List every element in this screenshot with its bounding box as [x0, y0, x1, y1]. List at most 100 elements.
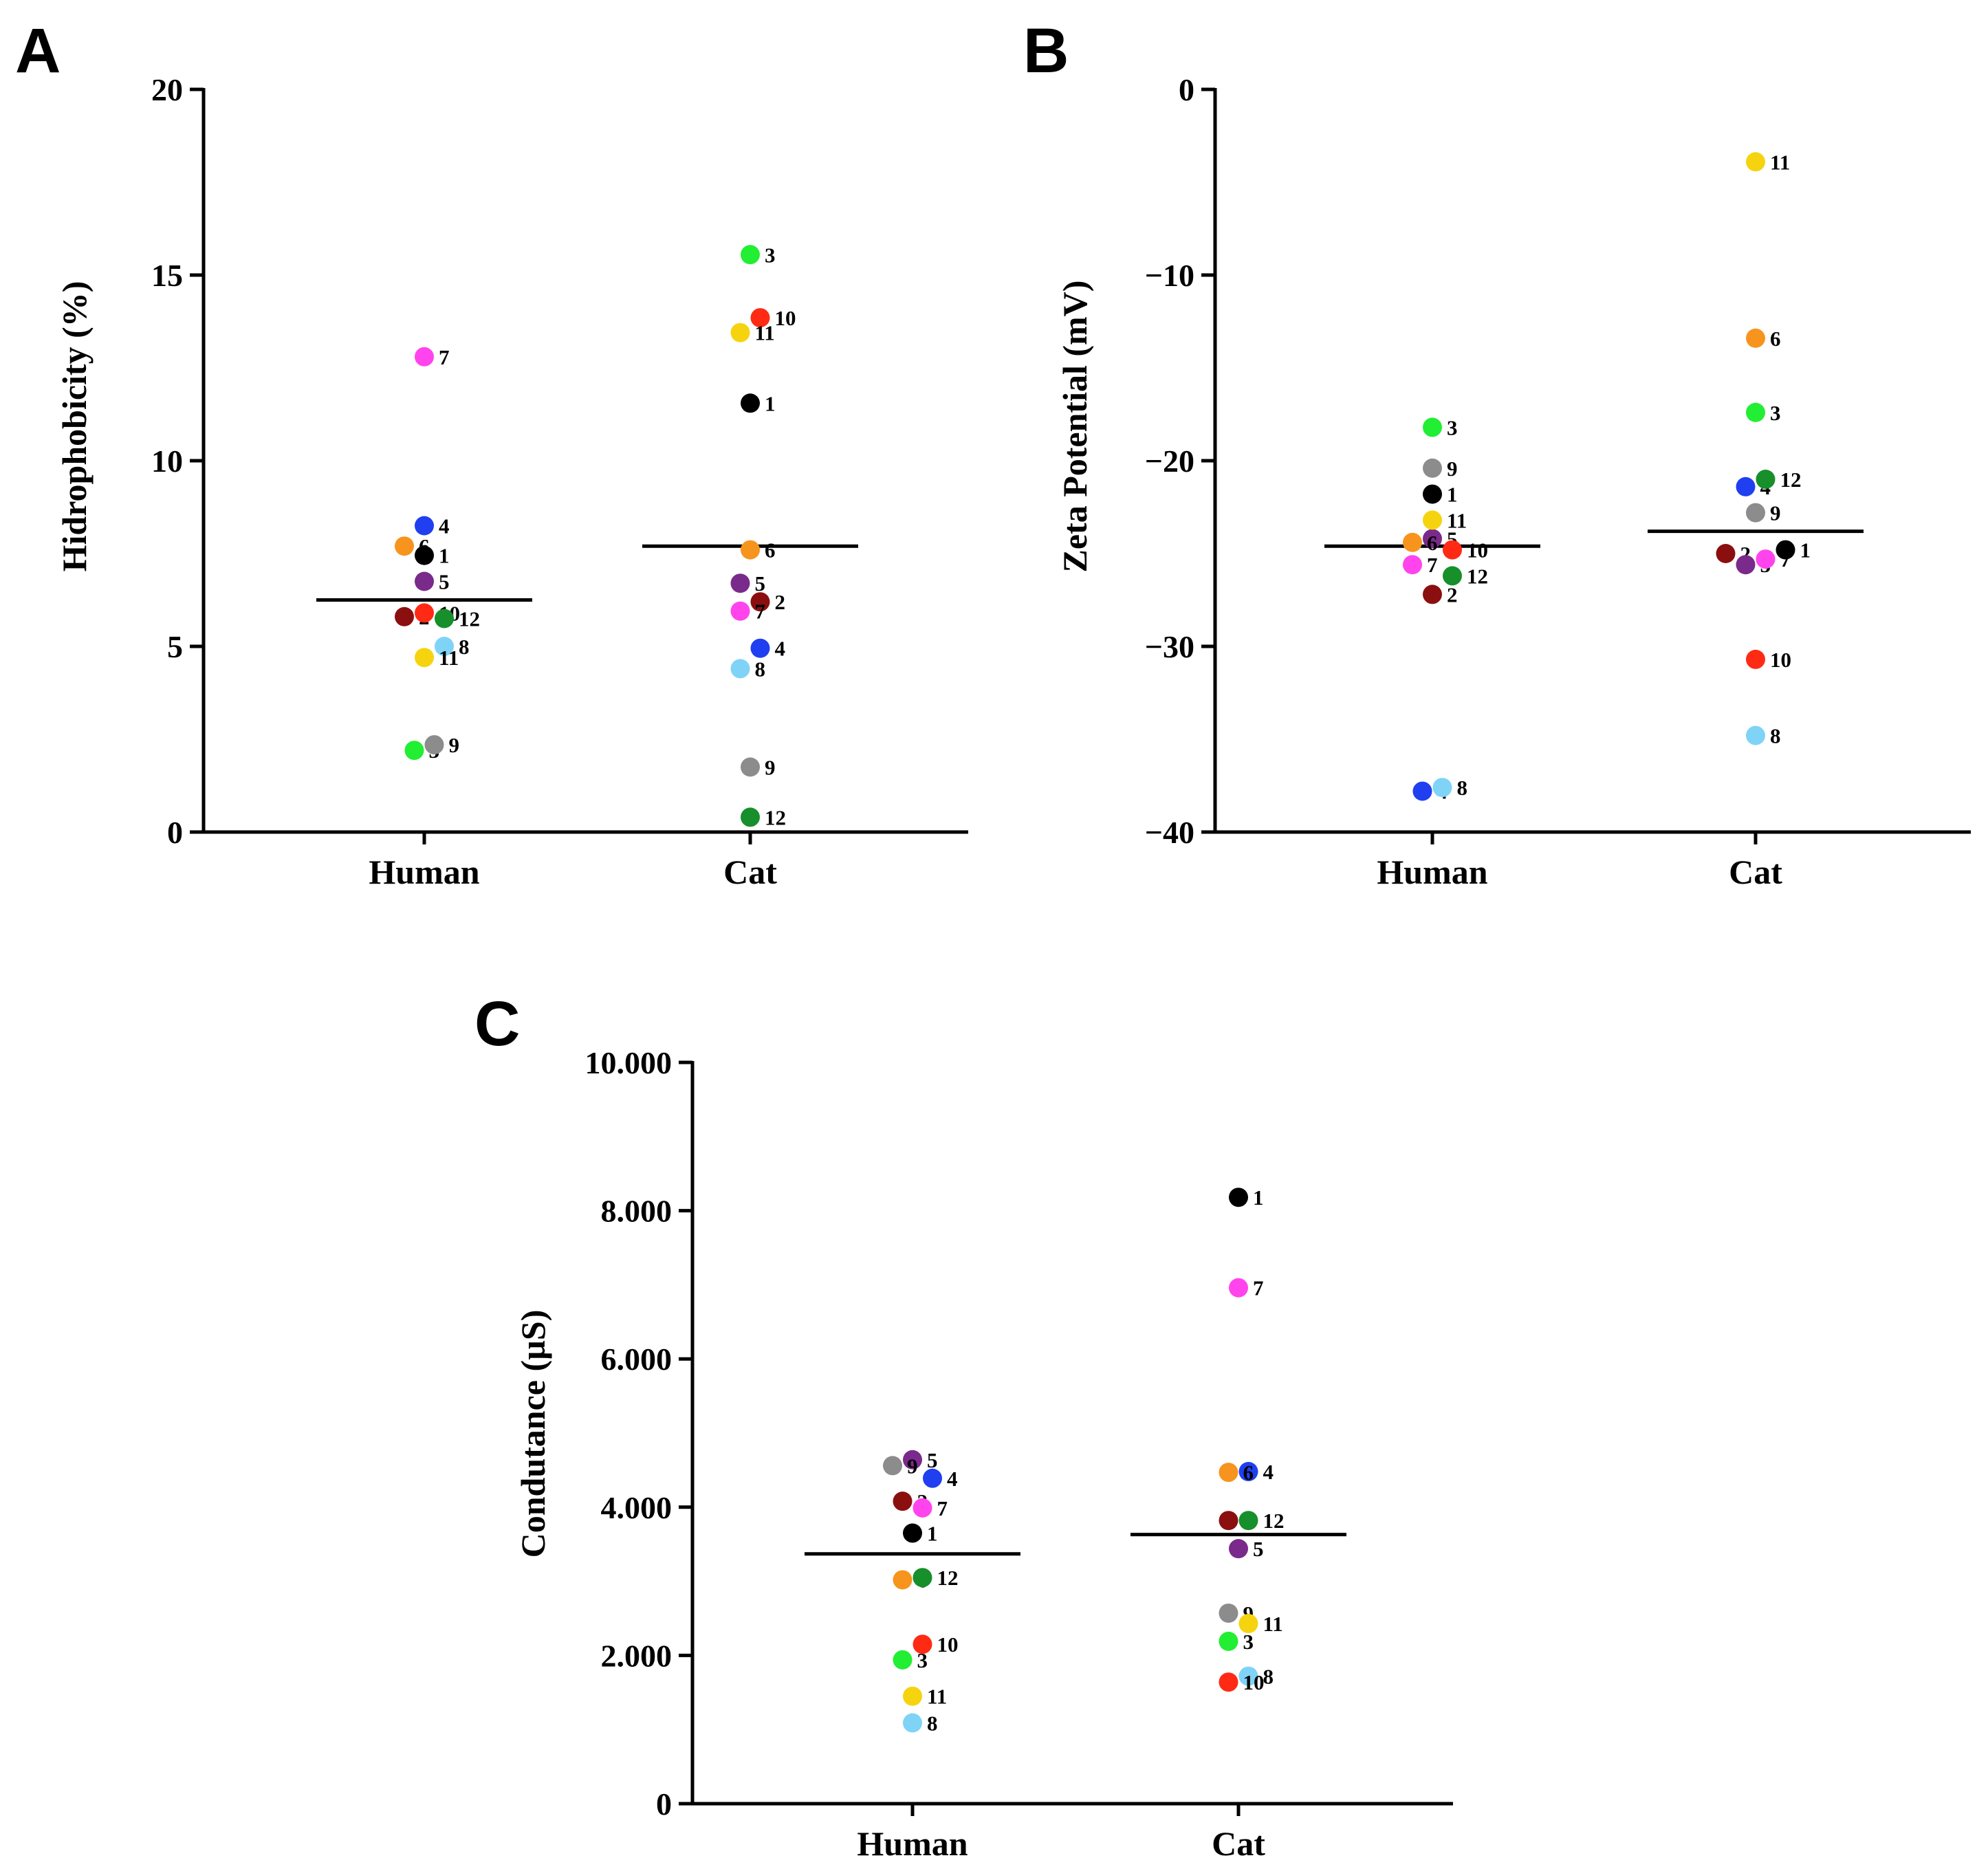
data-point-cat-9 — [741, 757, 760, 777]
data-point-cat-2 — [750, 592, 770, 612]
data-point-label: 9 — [1770, 501, 1781, 525]
data-point-human-8 — [1432, 778, 1452, 798]
y-tick-label: −30 — [1145, 629, 1194, 664]
data-point-label: 6 — [1243, 1461, 1254, 1485]
data-point-human-12 — [435, 609, 454, 629]
data-point-human-9 — [424, 735, 444, 755]
data-point-label: 6 — [1770, 327, 1781, 351]
data-point-label: 3 — [765, 243, 776, 267]
data-point-label: 4 — [439, 514, 450, 538]
panel-b: B Zeta Potential (mV) 0 −10 −20 −30 −40 Human Ca… — [1023, 16, 1971, 891]
data-point-label: 11 — [439, 646, 459, 670]
data-point-cat-11 — [1746, 152, 1765, 172]
data-point-human-6 — [893, 1570, 913, 1590]
data-point-label: 9 — [1447, 457, 1458, 481]
data-point-cat-3 — [1746, 402, 1765, 422]
data-point-label: 10 — [775, 306, 796, 330]
data-point-human-1 — [1423, 484, 1442, 504]
y-axis-title: Zeta Potential (mV) — [1056, 281, 1094, 573]
x-tick-label-cat: Cat — [1729, 853, 1782, 891]
y-tick-label: 4.000 — [601, 1490, 673, 1525]
data-point-cat-2 — [1219, 1511, 1238, 1531]
data-point-human-9 — [883, 1456, 902, 1476]
data-point-cat-8 — [1746, 725, 1765, 745]
data-point-label: 12 — [1263, 1509, 1285, 1533]
data-point-cat-10 — [750, 308, 770, 328]
data-point-cat-10 — [1219, 1672, 1238, 1692]
data-point-human-6 — [395, 536, 414, 556]
data-point-human-5 — [903, 1450, 922, 1469]
data-point-label: 7 — [937, 1496, 948, 1520]
data-point-human-5 — [1423, 529, 1442, 549]
data-point-label: 1 — [927, 1522, 938, 1546]
data-point-human-12 — [1443, 566, 1462, 586]
panel-letter: B — [1023, 16, 1069, 86]
data-point-label: 5 — [1253, 1537, 1264, 1561]
data-point-cat-6 — [1219, 1463, 1238, 1483]
data-point-label: 11 — [927, 1685, 947, 1709]
data-point-label: 11 — [1770, 150, 1790, 174]
data-point-label: 9 — [449, 733, 460, 757]
x-tick-label-human: Human — [369, 853, 479, 891]
data-point-label: 12 — [765, 805, 786, 829]
data-point-label: 6 — [419, 534, 430, 558]
data-point-cat-5 — [1229, 1539, 1248, 1559]
y-tick-label: 0 — [167, 815, 183, 850]
data-point-human-7 — [913, 1498, 932, 1518]
x-tick-label-cat: Cat — [1212, 1824, 1265, 1863]
data-point-label: 4 — [775, 637, 786, 661]
panel-letter: C — [474, 989, 520, 1059]
data-point-label: 6 — [765, 538, 776, 562]
data-point-label: 11 — [1447, 508, 1467, 532]
data-point-cat-4 — [1736, 477, 1756, 496]
data-point-human-10 — [913, 1635, 932, 1654]
data-point-human-1 — [415, 545, 434, 565]
data-point-label: 12 — [1780, 468, 1802, 492]
data-point-cat-3 — [741, 245, 760, 265]
data-point-cat-6 — [741, 540, 760, 560]
data-point-label: 7 — [1253, 1276, 1264, 1300]
data-point-label: 3 — [1447, 415, 1458, 439]
data-point-label: 4 — [947, 1467, 958, 1491]
panel-c: C Condutance (µS) 0 2.000 4.000 6.000 8.000 10.… — [474, 989, 1453, 1863]
x-tick-label-human: Human — [857, 1824, 968, 1863]
data-point-label: 1 — [1447, 483, 1458, 507]
data-point-cat-11 — [730, 323, 750, 342]
data-point-label: 11 — [755, 321, 775, 345]
data-point-human-1 — [903, 1523, 922, 1543]
x-tick-label-cat: Cat — [723, 853, 777, 891]
y-tick-label: −20 — [1145, 444, 1194, 479]
panel-letter: A — [15, 16, 61, 86]
data-point-human-4 — [923, 1468, 942, 1488]
data-point-human-11 — [903, 1686, 922, 1706]
data-point-label: 3 — [1770, 401, 1781, 425]
data-point-human-12 — [913, 1568, 932, 1588]
data-point-human-4 — [415, 516, 434, 536]
data-point-cat-7 — [1756, 549, 1776, 569]
data-point-label: 8 — [1457, 776, 1468, 800]
data-point-label: 12 — [459, 607, 480, 631]
data-point-cat-1 — [1776, 540, 1795, 560]
y-tick-label: 20 — [151, 72, 183, 107]
data-point-human-6 — [1403, 532, 1422, 552]
data-point-label: 1 — [439, 544, 450, 568]
data-point-cat-2 — [1716, 544, 1736, 563]
data-point-cat-8 — [1238, 1666, 1258, 1686]
data-point-label: 5 — [927, 1448, 938, 1472]
data-point-label: 9 — [907, 1454, 918, 1478]
data-point-label: 7 — [1780, 547, 1791, 571]
data-point-label: 10 — [1243, 1670, 1265, 1694]
y-tick-label: 15 — [151, 258, 183, 293]
data-point-human-3 — [404, 741, 424, 761]
data-point-cat-9 — [1219, 1603, 1238, 1623]
y-tick-label: −10 — [1145, 258, 1194, 293]
y-tick-label: −40 — [1145, 815, 1194, 850]
data-point-label: 3 — [1243, 1630, 1254, 1654]
y-tick-label: 10.000 — [585, 1045, 673, 1080]
y-tick-label: 0 — [656, 1786, 672, 1822]
data-point-label: 8 — [755, 657, 766, 681]
data-point-cat-5 — [1736, 555, 1756, 575]
data-point-human-11 — [415, 648, 434, 668]
data-point-cat-1 — [741, 393, 760, 413]
